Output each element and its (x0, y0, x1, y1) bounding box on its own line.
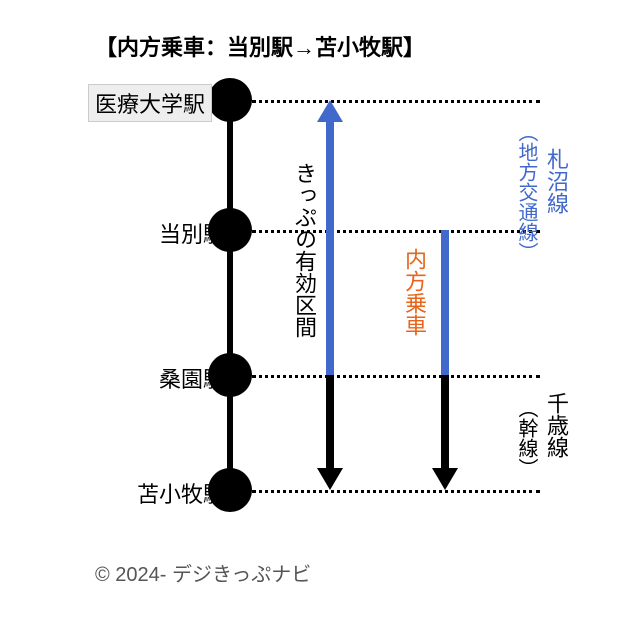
arrow-ticket_valid-lower (326, 375, 334, 468)
arrow-ticket_valid-head-down (317, 468, 343, 490)
vlabel-sassho_sub: （地方交通線） (512, 122, 541, 262)
vlabel-chitose_sub: （幹線） (512, 398, 541, 478)
vlabel-naiho_label: 内方乗車 (398, 248, 430, 336)
arrow-ticket_valid-head-up (317, 100, 343, 122)
guide-line-soen (252, 375, 540, 378)
arrow-naiho-lower (441, 375, 449, 468)
arrow-ticket_valid-upper (326, 122, 334, 375)
station-label-soen: 桑園駅 (135, 362, 225, 394)
guide-line-iryo (252, 100, 540, 103)
copyright-text: © 2024- デジきっぷナビ (95, 558, 311, 587)
arrow-naiho-upper (441, 230, 449, 375)
arrow-naiho-head-down (432, 468, 458, 490)
diagram-title: 【内方乗車：当別駅→苫小牧駅】 (95, 30, 425, 62)
station-label-tobetsu: 当別駅 (135, 217, 225, 249)
station-label-tomako: 苫小牧駅 (115, 477, 225, 509)
vlabel-sassho_main: 札沼線 (540, 148, 572, 214)
station-label-iryo: 医療大学駅 (88, 84, 212, 122)
vlabel-chitose_main: 千歳線 (540, 392, 572, 458)
station-node-iryo (208, 78, 252, 122)
guide-line-tomako (252, 490, 540, 493)
vlabel-ticket_valid_label: きっぷの有効区間 (288, 162, 320, 338)
route-trunk-line (227, 100, 233, 490)
